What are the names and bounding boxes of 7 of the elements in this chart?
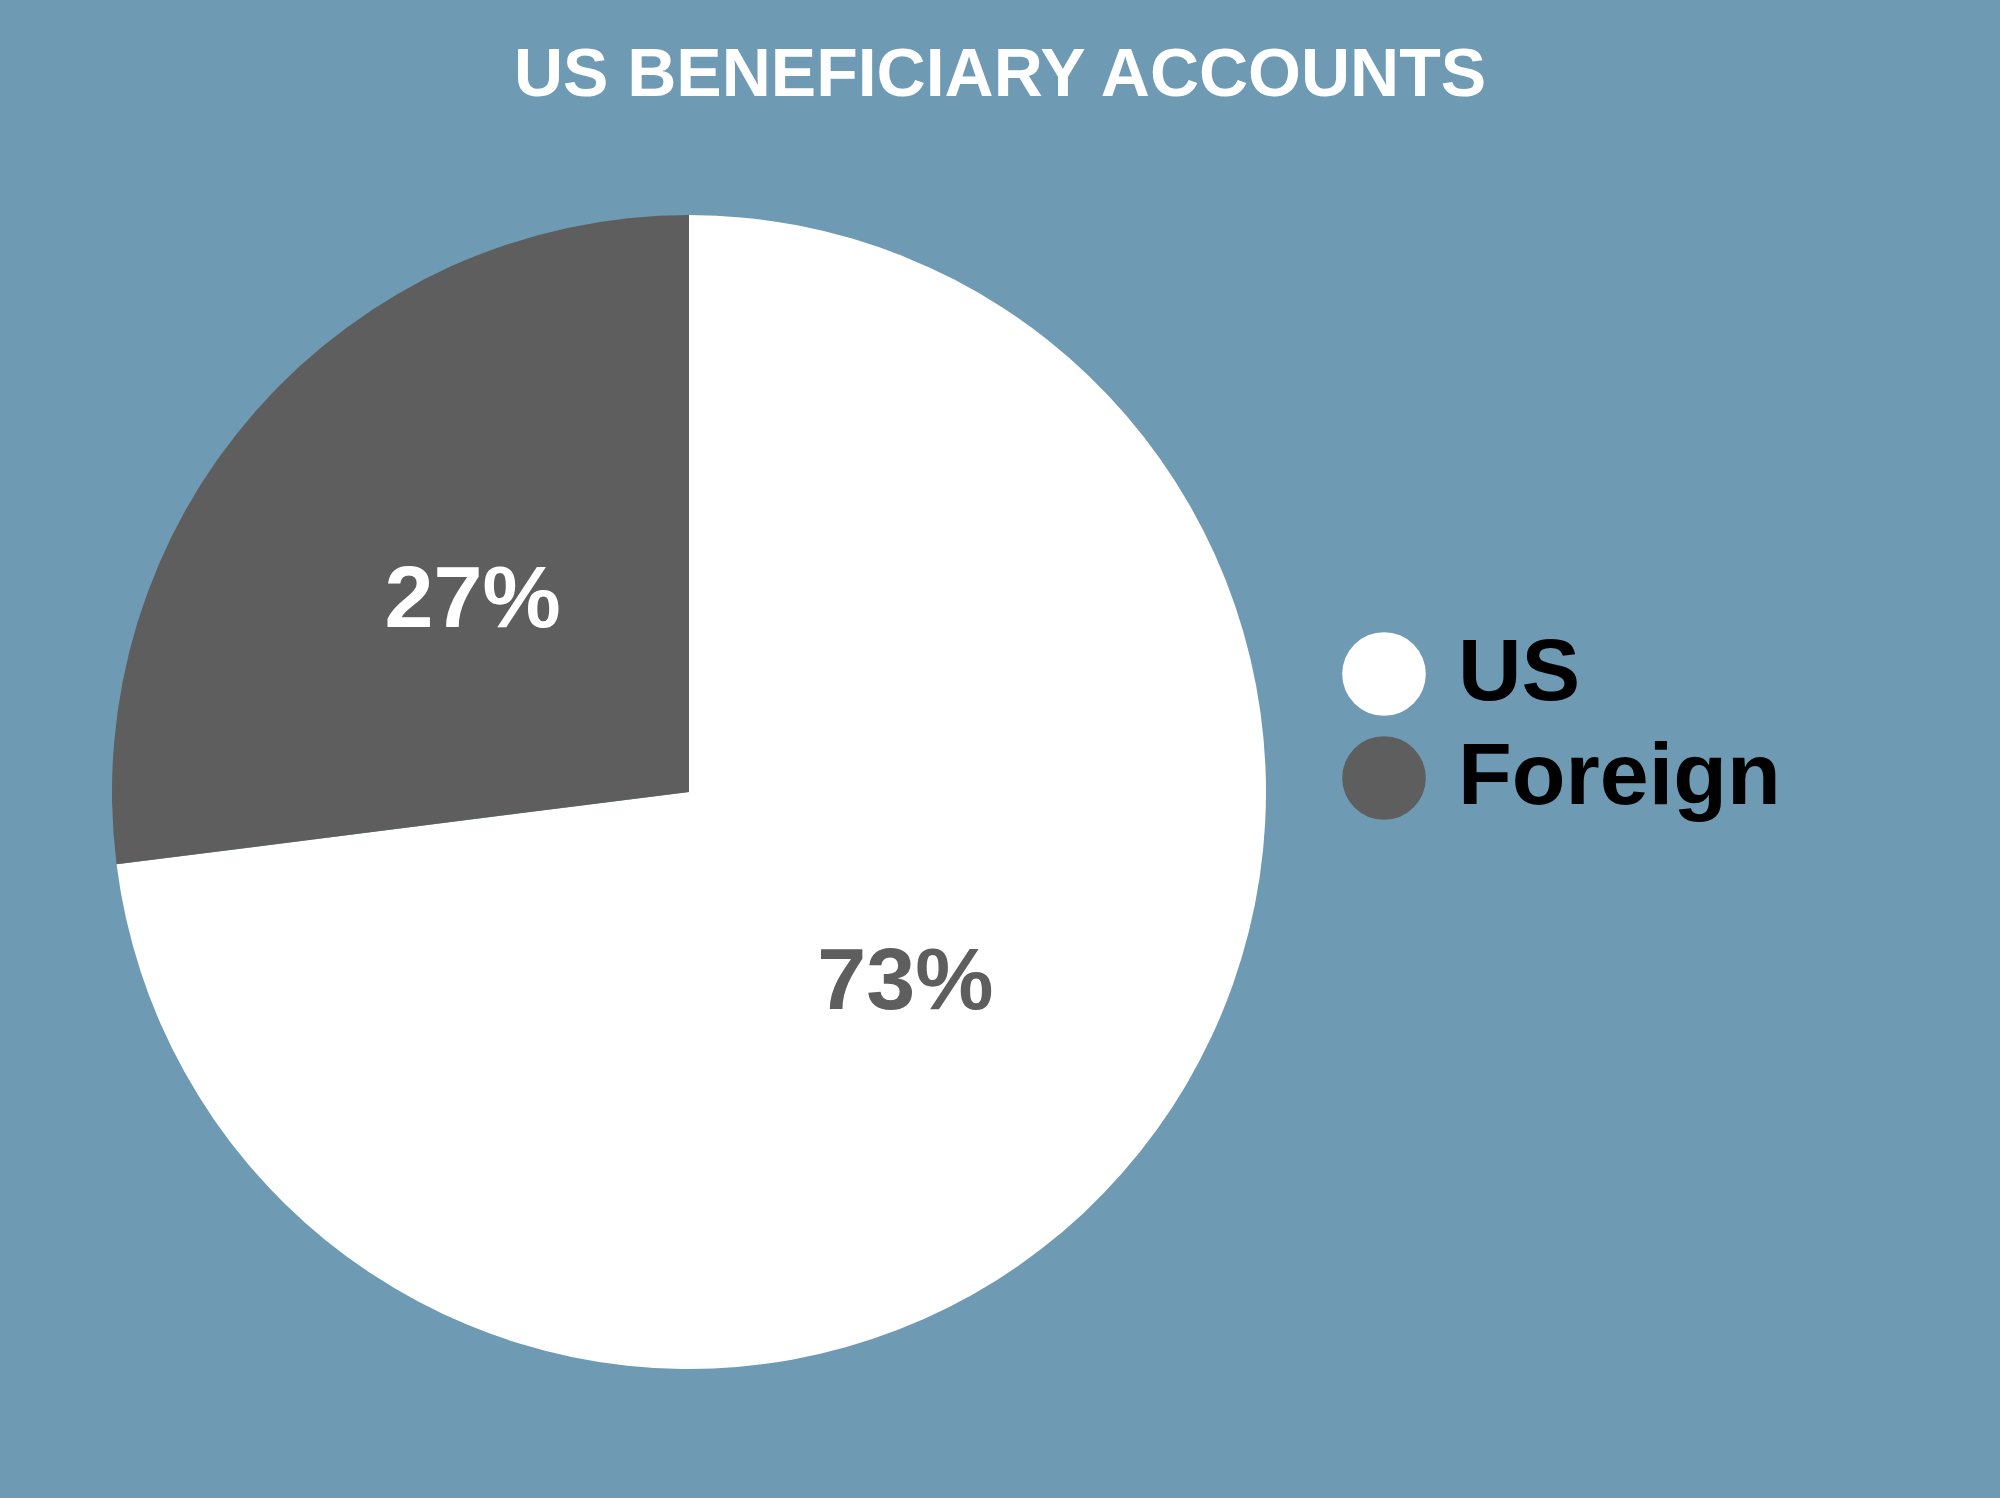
pie-slice bbox=[116, 215, 1266, 1369]
data-label: 73% bbox=[817, 928, 994, 1028]
legend-label: US bbox=[1458, 620, 1581, 719]
legend-label: Foreign bbox=[1458, 724, 1781, 823]
pie-slice bbox=[112, 215, 689, 865]
chart-title: US BENEFICIARY ACCOUNTS bbox=[513, 34, 1487, 110]
data-label: 27% bbox=[384, 547, 561, 647]
